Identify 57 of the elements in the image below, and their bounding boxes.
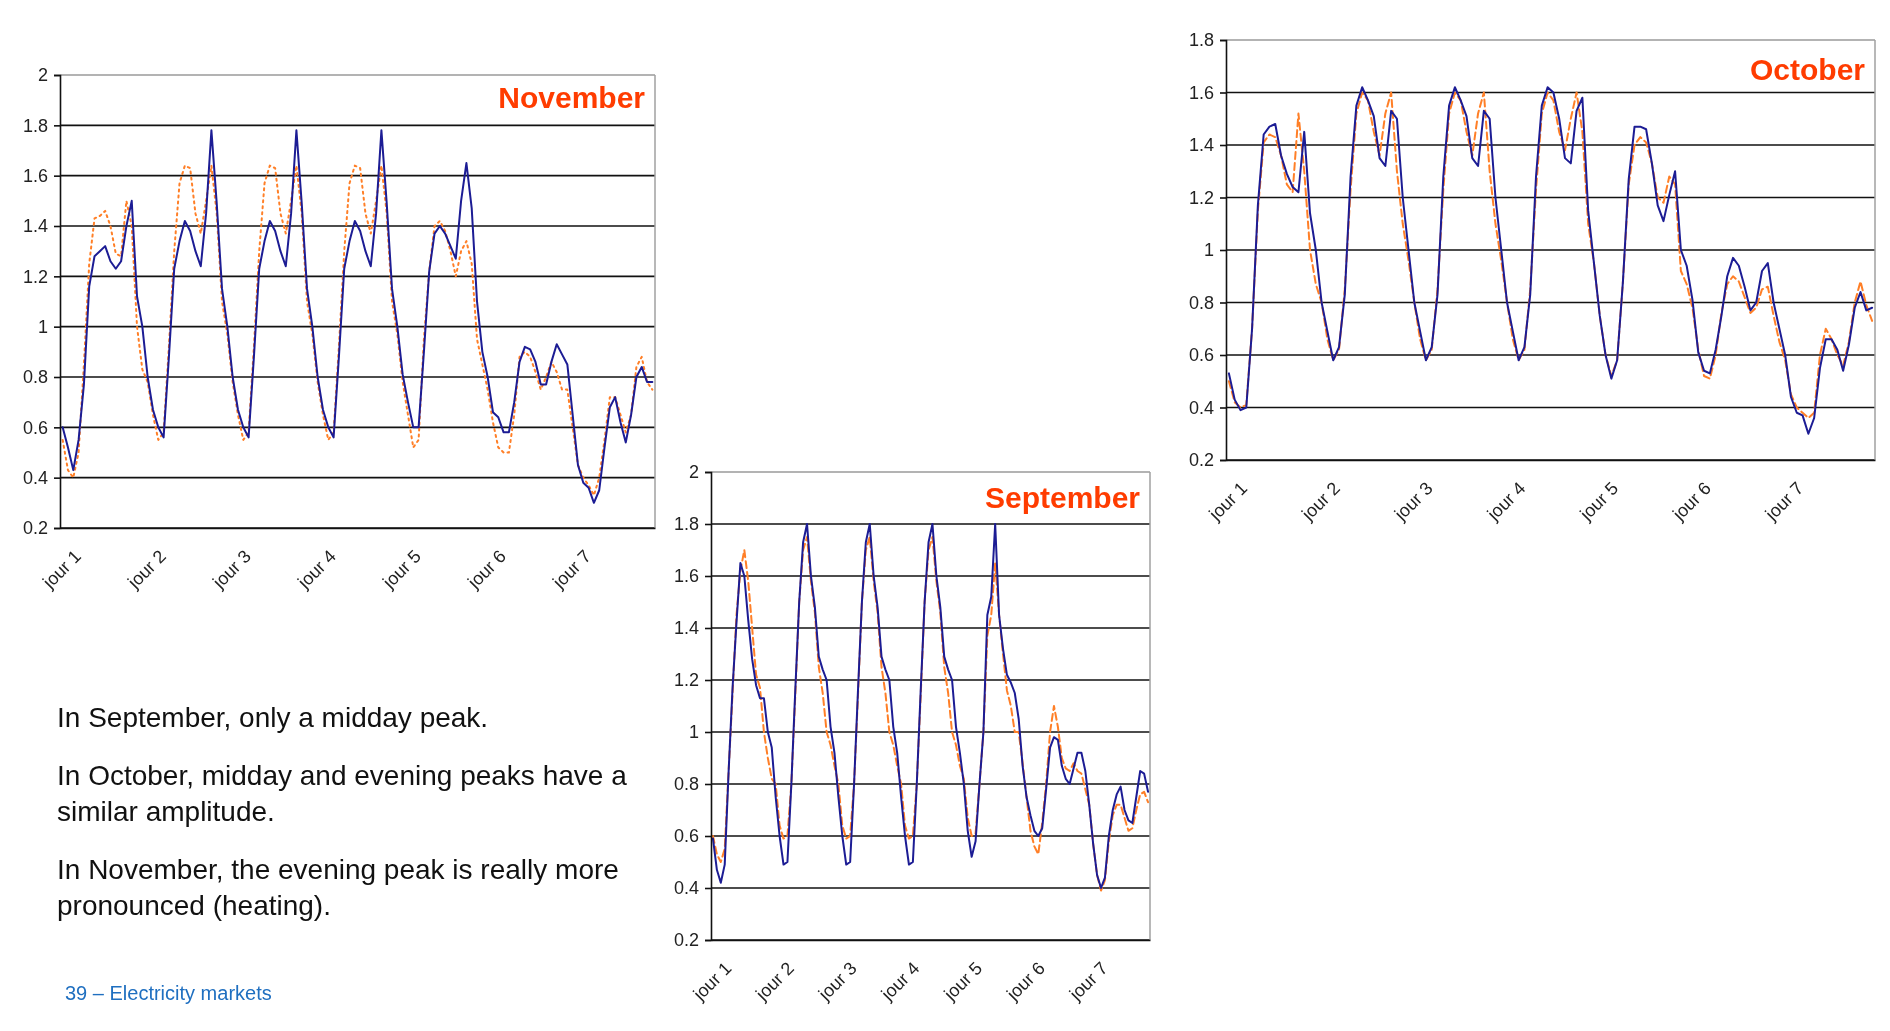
x-tick-label: jour 4 — [293, 546, 341, 593]
x-tick-label: jour 3 — [814, 958, 861, 1005]
x-tick-label: jour 3 — [208, 546, 256, 593]
y-tick-label: 0.8 — [22, 367, 48, 388]
x-tick-label: jour 7 — [548, 546, 596, 593]
y-tick-label: 1.8 — [673, 514, 699, 535]
y-tick-label: 0.2 — [22, 518, 48, 539]
x-tick-label: jour 2 — [1297, 478, 1344, 525]
y-tick-label: 0.8 — [1188, 292, 1214, 313]
x-tick-label: jour 1 — [688, 958, 736, 1005]
y-tick-label: 0.4 — [673, 878, 699, 899]
x-tick-label: jour 4 — [1482, 478, 1530, 525]
chart-title: October — [1749, 53, 1866, 86]
y-tick-label: 1.4 — [1188, 135, 1214, 156]
x-tick-label: jour 5 — [1575, 478, 1623, 525]
y-tick-label: 1.6 — [1188, 82, 1214, 103]
x-tick-label: jour 2 — [751, 958, 799, 1005]
y-tick-label: 1.2 — [1188, 187, 1214, 208]
text: In September, only a midday peak. — [57, 701, 490, 735]
y-tick-label: 2 — [37, 65, 48, 86]
x-tick-label: jour 3 — [1389, 478, 1437, 525]
y-tick-label: 0.6 — [673, 826, 699, 847]
x-tick-label: jour 6 — [1668, 478, 1715, 525]
y-tick-label: 1.2 — [673, 670, 699, 691]
y-tick-label: 0.2 — [673, 930, 699, 951]
x-tick-label: jour 1 — [38, 546, 86, 593]
y-tick-label: 1.4 — [22, 216, 48, 237]
y-tick-label: 0.4 — [1188, 397, 1214, 418]
chart-title: September — [984, 481, 1141, 514]
x-tick-label: jour 6 — [1002, 958, 1049, 1005]
y-tick-label: 1.4 — [673, 618, 699, 639]
y-tick-label: 1 — [688, 722, 699, 743]
y-tick-label: 0.8 — [673, 774, 699, 795]
x-tick-label: jour 6 — [463, 546, 511, 593]
x-tick-label: jour 7 — [1064, 958, 1112, 1005]
y-tick-label: 2 — [688, 462, 699, 483]
chart-title: November — [498, 81, 646, 114]
x-tick-label: jour 4 — [876, 958, 924, 1005]
x-tick-label: jour 7 — [1760, 478, 1808, 525]
text: In October, midday and evening peaks have a similar amplitude. — [57, 759, 628, 829]
x-tick-label: jour 1 — [1204, 478, 1252, 525]
text: 39 – Electricity markets — [65, 982, 272, 1005]
y-tick-label: 1.6 — [22, 165, 48, 186]
y-tick-label: 1.6 — [673, 566, 699, 587]
y-tick-label: 1.8 — [1188, 30, 1214, 51]
text: In November, the evening peak is really more pronounced (heating). — [57, 853, 620, 923]
y-tick-label: 0.6 — [22, 417, 48, 438]
y-tick-label: 1 — [1203, 240, 1214, 261]
y-tick-label: 1 — [37, 316, 48, 337]
x-tick-label: jour 5 — [378, 546, 426, 593]
y-tick-label: 0.6 — [1188, 345, 1214, 366]
y-tick-label: 1.8 — [22, 115, 48, 136]
y-tick-label: 0.4 — [22, 467, 48, 488]
y-tick-label: 1.2 — [22, 266, 48, 287]
y-tick-label: 0.2 — [1188, 450, 1214, 471]
x-tick-label: jour 5 — [939, 958, 987, 1005]
x-tick-label: jour 2 — [123, 546, 171, 593]
